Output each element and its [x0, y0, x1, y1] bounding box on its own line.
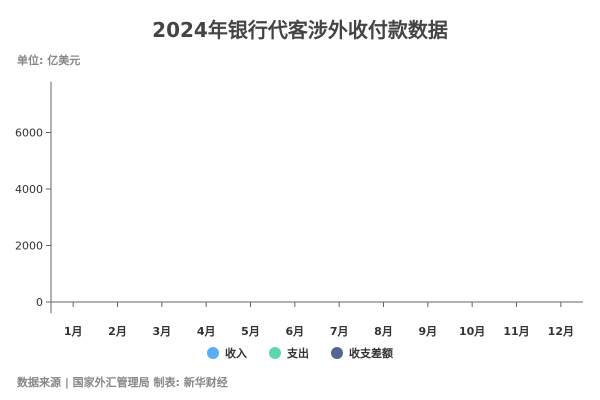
x-tick-label: 6月 [286, 325, 305, 338]
x-tick-label: 2月 [108, 325, 127, 338]
y-tick-label: 6000 [15, 127, 43, 140]
legend-label: 收支差额 [349, 347, 393, 360]
source-note: 数据来源 | 国家外汇管理局 制表: 新华财经 [17, 376, 228, 389]
x-tick-label: 9月 [419, 325, 438, 338]
x-tick-label: 3月 [153, 325, 172, 338]
x-tick-label: 7月 [330, 325, 349, 338]
legend: 收入 支出 收支差额 [0, 345, 600, 361]
legend-marker-icon [207, 347, 219, 359]
chart-title: 2024年银行代客涉外收付款数据 [152, 18, 448, 42]
legend-item[interactable]: 收支差额 [331, 345, 393, 361]
y-tick-label: 4000 [15, 183, 43, 196]
legend-label: 收入 [225, 347, 247, 360]
legend-marker-icon [331, 347, 343, 359]
legend-marker-icon [269, 347, 281, 359]
x-tick-label: 8月 [374, 325, 393, 338]
legend-item[interactable]: 支出 [269, 345, 309, 361]
y-axis-unit: 单位: 亿美元 [17, 54, 81, 67]
y-tick-label: 2000 [15, 240, 43, 253]
legend-item[interactable]: 收入 [207, 345, 247, 361]
x-tick-label: 12月 [548, 325, 574, 338]
x-tick-label: 1月 [64, 325, 83, 338]
x-tick-label: 4月 [197, 325, 216, 338]
legend-label: 支出 [287, 347, 309, 360]
x-tick-label: 5月 [241, 325, 260, 338]
x-tick-label: 11月 [503, 325, 529, 338]
y-tick-label: 0 [36, 296, 43, 309]
x-tick-label: 10月 [459, 325, 485, 338]
